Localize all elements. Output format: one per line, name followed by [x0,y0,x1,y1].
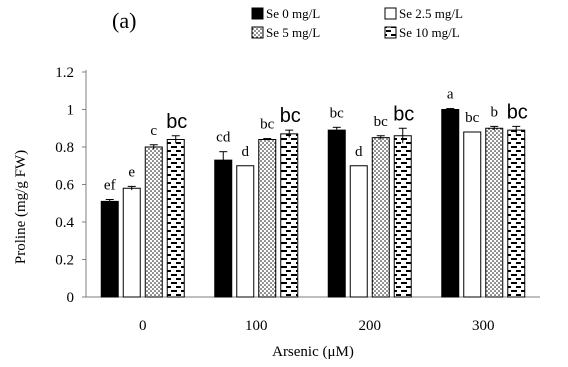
significance-letter: bc [166,111,187,133]
significance-letter: bc [374,114,389,130]
x-tick-label: 200 [359,318,382,334]
significance-letter: ef [104,178,116,194]
y-tick-label: 0 [67,290,75,306]
significance-letter: bc [280,105,301,127]
y-tick-label: 0.8 [55,140,74,156]
bar [100,200,119,298]
significance-letter: b [491,104,499,120]
x-axis-title: Arsenic (μM) [272,344,354,360]
legend-swatch [384,26,397,39]
bar [280,133,299,298]
bar [166,139,185,298]
bar [214,159,233,298]
y-axis-title: Proline (mg/g FW) [13,150,29,264]
bar [371,137,390,298]
y-axis: 0 0.2 0.4 0.6 0.8 1 1.2 [55,65,87,306]
bar [441,109,460,298]
x-axis: 0 100 200 300 [86,296,540,334]
bar [507,129,526,298]
legend-label: Se 2.5 mg/L [399,6,463,21]
bar [393,135,412,298]
bar [258,139,277,298]
legend-swatch [251,7,264,20]
significance-letter: d [242,144,250,160]
legend-label: Se 0 mg/L [266,6,320,21]
x-tick-label: 0 [139,318,147,334]
bar [144,146,163,298]
legend-label: Se 10 mg/L [399,25,460,40]
y-tick-label: 1 [67,103,75,119]
significance-letter: c [150,123,157,139]
significance-letter: bc [330,105,345,121]
y-tick-label: 0.4 [55,215,74,231]
bar [236,165,255,298]
significance-letter: bc [260,117,275,133]
x-tick-label: 100 [245,318,268,334]
significance-letter: bc [393,103,414,125]
bar [463,131,482,298]
panel-label: (a) [112,8,136,33]
y-tick-label: 0.6 [55,178,74,194]
x-tick-label: 300 [472,318,495,334]
bar [122,187,141,298]
significance-letter: bc [507,101,528,123]
significance-letter: d [355,144,363,160]
significance-letter: a [447,87,454,103]
legend-label: Se 5 mg/L [266,25,320,40]
bar [485,127,504,298]
significance-letter: e [128,164,135,180]
legend-swatch [251,26,264,39]
error-bars [105,108,521,204]
y-tick-label: 1.2 [55,65,74,81]
significance-letter: bc [465,110,480,126]
legend: Se 0 mg/L Se 2.5 mg/L Se 5 mg/L Se 10 mg/L [251,6,463,40]
bar [327,129,346,298]
significance-letter: cd [216,130,231,146]
bar [349,165,368,298]
legend-swatch [384,7,397,20]
bars [100,109,526,298]
y-tick-label: 0.2 [55,253,74,269]
